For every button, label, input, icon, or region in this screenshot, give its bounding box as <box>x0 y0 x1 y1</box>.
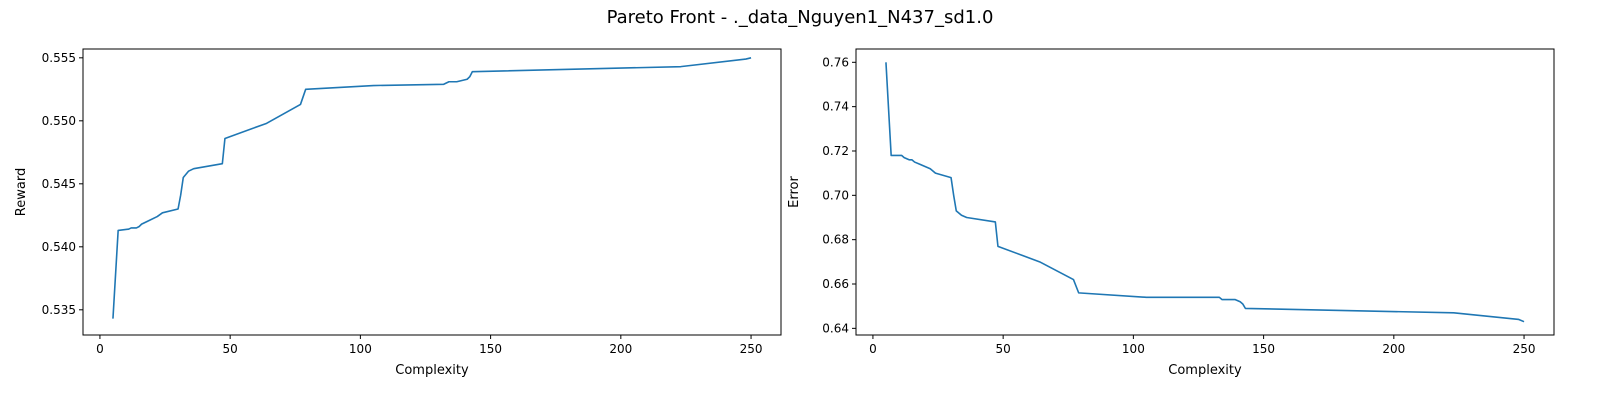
error-plot: 0 50 100 150 200 250 0.64 0.66 0.68 0.70 0.72 0.74 0… <box>787 48 1555 378</box>
error-x-tick-label: 50 <box>996 342 1011 356</box>
reward-x-tick-label: 200 <box>609 342 632 356</box>
error-y-tick-label: 0.76 <box>822 55 849 69</box>
error-y-tick-label: 0.66 <box>822 277 849 291</box>
error-x-tick-label: 250 <box>1513 342 1536 356</box>
error-y-tick-label: 0.70 <box>822 188 849 202</box>
reward-y-axis-label: Reward <box>14 168 29 216</box>
error-x-tick-label: 200 <box>1382 342 1405 356</box>
reward-x-tick-label: 100 <box>349 342 372 356</box>
reward-x-tick-label: 150 <box>479 342 502 356</box>
reward-x-tick-label: 0 <box>96 342 104 356</box>
error-y-axis-label: Error <box>787 176 802 208</box>
error-x-tick-label: 150 <box>1252 342 1275 356</box>
error-y-tick-label: 0.64 <box>822 321 849 335</box>
reward-x-axis-label: Complexity <box>395 363 469 378</box>
error-x-tick-label: 0 <box>869 342 877 356</box>
error-x-axis-label: Complexity <box>1168 363 1242 378</box>
reward-y-tick-label: 0.540 <box>42 240 76 254</box>
figure-title: Pareto Front - ._data_Nguyen1_N437_sd1.0 <box>607 7 994 28</box>
error-plot-frame <box>855 48 1555 336</box>
reward-x-tick-label: 50 <box>223 342 238 356</box>
error-x-tick-label: 100 <box>1122 342 1145 356</box>
reward-y-tick-label: 0.545 <box>42 177 76 191</box>
reward-plot-frame <box>82 48 782 336</box>
reward-plot: 0 50 100 150 200 250 0.535 0.540 0.545 0.550 0.555… <box>14 48 782 378</box>
reward-y-tick-label: 0.555 <box>42 51 76 65</box>
error-y-tick-label: 0.68 <box>822 233 849 247</box>
error-y-tick-label: 0.74 <box>822 100 849 114</box>
reward-series-line <box>112 57 752 319</box>
reward-y-tick-label: 0.550 <box>42 114 76 128</box>
error-series-line <box>885 62 1525 323</box>
error-y-tick-label: 0.72 <box>822 144 849 158</box>
reward-x-tick-label: 250 <box>740 342 763 356</box>
reward-y-tick-label: 0.535 <box>42 303 76 317</box>
